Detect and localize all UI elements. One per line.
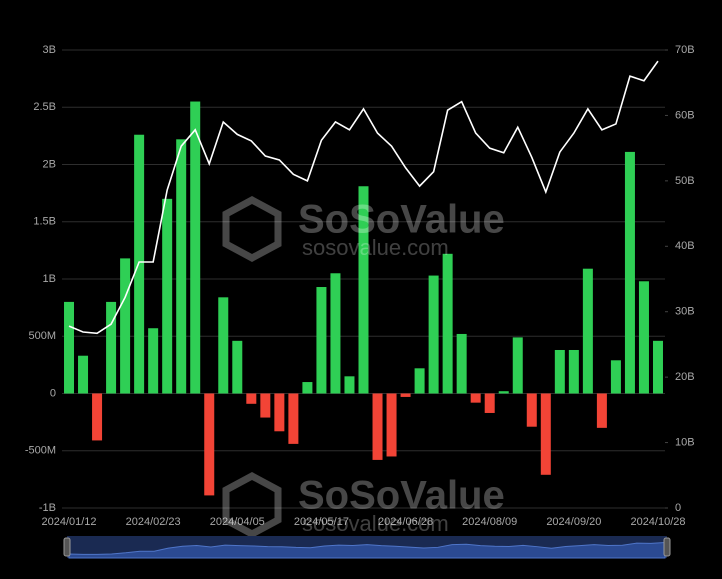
bar bbox=[64, 301, 75, 394]
y-tick-label: 1.5B bbox=[33, 216, 56, 228]
bar bbox=[512, 337, 523, 394]
bar bbox=[330, 273, 341, 394]
bar bbox=[358, 186, 369, 394]
bar bbox=[596, 393, 607, 428]
bar bbox=[78, 355, 89, 394]
x-tick-label: 2024/05/17 bbox=[294, 516, 349, 528]
watermark-url: sosovalue.com bbox=[302, 511, 449, 536]
bar bbox=[582, 268, 593, 394]
y-tick-label: -500M bbox=[25, 445, 56, 457]
watermark-logo bbox=[222, 196, 282, 262]
bar bbox=[456, 333, 467, 394]
bar bbox=[638, 281, 649, 394]
plot: -1B -500M 0 500M 1B 1.5B 2B 2.5B 3B 0 10B 20B 30B 40B… bbox=[25, 44, 695, 528]
y-tick-label: 500M bbox=[28, 330, 56, 342]
bar bbox=[218, 297, 229, 394]
x-tick-label: 2024/06/28 bbox=[378, 516, 433, 528]
bar bbox=[274, 393, 285, 432]
y2-tick-label: 70B bbox=[675, 44, 695, 56]
navigator-handle[interactable] bbox=[63, 537, 71, 557]
bar bbox=[302, 382, 313, 394]
bar bbox=[470, 393, 481, 403]
watermark-url: sosovalue.com bbox=[302, 235, 449, 260]
watermark: SoSoValue sosovalue.com SoSoValue sosova… bbox=[222, 196, 505, 538]
y2-tick-label: 30B bbox=[675, 306, 695, 318]
bar bbox=[428, 275, 439, 394]
x-tick-label: 2024/09/20 bbox=[546, 516, 601, 528]
y-tick-label: 1B bbox=[43, 273, 56, 285]
bar bbox=[652, 340, 663, 394]
y2-tick-label: 50B bbox=[675, 175, 695, 187]
x-tick-label: 2024/02/23 bbox=[126, 516, 181, 528]
y-tick-label: 2B bbox=[43, 158, 56, 170]
bar bbox=[106, 301, 117, 394]
bar bbox=[92, 393, 103, 441]
navigator-handle[interactable] bbox=[663, 537, 671, 557]
bar bbox=[344, 376, 355, 394]
bar bbox=[204, 393, 215, 496]
y2-tick-label: 10B bbox=[675, 436, 695, 448]
navigator[interactable] bbox=[63, 536, 671, 559]
line bbox=[68, 60, 659, 335]
watermark-logo bbox=[222, 472, 282, 538]
bar bbox=[554, 349, 565, 394]
bar bbox=[162, 198, 173, 394]
x-tick-label: 2024/04/05 bbox=[210, 516, 265, 528]
x-tick-label: 2024/01/12 bbox=[41, 516, 96, 528]
y-tick-label: -1B bbox=[39, 502, 56, 514]
watermark-text: SoSoValue bbox=[298, 474, 505, 518]
bar bbox=[176, 139, 187, 394]
bar bbox=[442, 253, 453, 394]
bar bbox=[190, 101, 201, 394]
y2-tick-label: 20B bbox=[675, 371, 695, 383]
bar bbox=[316, 287, 327, 394]
watermark-text: SoSoValue bbox=[298, 198, 505, 242]
bar bbox=[526, 393, 537, 427]
bar bbox=[624, 151, 635, 394]
bar bbox=[414, 368, 425, 394]
y-tick-label: 2.5B bbox=[33, 101, 56, 113]
y-tick-label: 0 bbox=[50, 387, 56, 399]
bar bbox=[232, 340, 243, 394]
bar bbox=[400, 393, 411, 397]
x-tick-label: 2024/10/28 bbox=[630, 516, 685, 528]
y-tick-label: 3B bbox=[43, 44, 56, 56]
bar bbox=[260, 393, 271, 418]
bar bbox=[568, 349, 579, 394]
bar bbox=[610, 360, 621, 394]
bar bbox=[498, 391, 509, 394]
bar bbox=[386, 393, 397, 457]
y2-tick-label: 60B bbox=[675, 109, 695, 121]
bar bbox=[246, 393, 257, 404]
navigator-area bbox=[68, 541, 666, 559]
bar bbox=[120, 258, 131, 394]
bar bbox=[372, 393, 383, 460]
y2-tick-label: 40B bbox=[675, 240, 695, 252]
bar bbox=[148, 328, 159, 394]
bar bbox=[540, 393, 551, 475]
bar bbox=[288, 393, 299, 444]
bar bbox=[484, 393, 495, 413]
x-tick-label: 2024/08/09 bbox=[462, 516, 517, 528]
y2-tick-label: 0 bbox=[675, 502, 681, 514]
